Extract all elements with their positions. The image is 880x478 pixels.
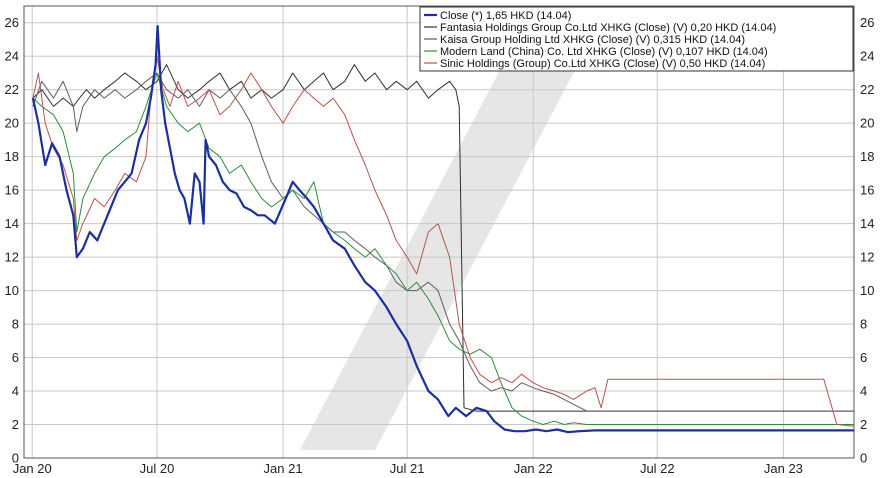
legend-box [419, 6, 854, 72]
y-tick-label-right: 10 [860, 283, 874, 298]
legend-entry: Sinic Holdings (Group) Co.Ltd XHKG (Clos… [440, 58, 765, 70]
y-tick-label-left: 2 [12, 417, 19, 432]
y-tick-label-left: 26 [5, 15, 19, 30]
x-tick-label: Jan 20 [13, 461, 52, 476]
watermark-logo [300, 70, 575, 450]
legend-entry: Close (*) 1,65 HKD (14.04) [440, 10, 571, 22]
series-line-2 [32, 72, 854, 412]
y-tick-label-right: 14 [860, 216, 874, 231]
y-tick-label-left: 24 [5, 49, 19, 64]
y-tick-label-left: 22 [5, 82, 19, 97]
plot-frame [23, 5, 855, 459]
x-axis: Jan 20 Jul 20 Jan 21 Jul 21 Jan 22 Jul 22 Jan … [13, 461, 803, 476]
x-tick-label: Jan 23 [764, 461, 803, 476]
y-tick-label-left: 18 [5, 149, 19, 164]
y-tick-label-left: 20 [5, 116, 19, 131]
series-line-3 [32, 72, 854, 425]
x-tick-label: Jul 20 [140, 461, 175, 476]
y-tick-label-right: 26 [860, 15, 874, 30]
legend: Close (*) 1,65 HKD (14.04)Fantasia Holdi… [419, 6, 854, 72]
series-layer [31, 25, 855, 434]
legend-entry: Modern Land (China) Co. Ltd XHKG (Close)… [440, 46, 768, 58]
y-tick-label-left: 12 [5, 250, 19, 265]
x-tick-label: Jan 22 [514, 461, 553, 476]
x-tick-label: Jan 21 [264, 461, 303, 476]
series-line-0 [31, 25, 854, 434]
y-tick-label-left: 14 [5, 216, 19, 231]
y-tick-label-left: 6 [12, 350, 19, 365]
y-tick-label-left: 4 [12, 384, 19, 399]
y-tick-label-right: 18 [860, 149, 874, 164]
y-tick-label-right: 12 [860, 250, 874, 265]
y-tick-label-left: 10 [5, 283, 19, 298]
x-tick-label: Jul 21 [390, 461, 425, 476]
y-tick-label-right: 2 [860, 417, 867, 432]
series-line-1 [32, 64, 854, 412]
x-tick-label: Jul 22 [640, 461, 675, 476]
y-tick-label-left: 16 [5, 183, 19, 198]
y-tick-label-right: 8 [860, 317, 867, 332]
y-tick-label-left: 8 [12, 317, 19, 332]
legend-entry: Kaisa Group Holding Ltd XHKG (Close) (V)… [440, 34, 745, 46]
y-tick-label-right: 0 [860, 451, 867, 466]
legend-entry: Fantasia Holdings Group Co.Ltd XHKG (Clo… [440, 22, 776, 34]
y-tick-label-left: 0 [12, 451, 19, 466]
y-tick-label-right: 24 [860, 49, 874, 64]
y-tick-label-right: 4 [860, 384, 867, 399]
series-line-4 [32, 55, 855, 427]
y-tick-label-right: 16 [860, 183, 874, 198]
y-tick-label-right: 20 [860, 116, 874, 131]
y-tick-label-right: 22 [860, 82, 874, 97]
y-tick-label-right: 6 [860, 350, 867, 365]
